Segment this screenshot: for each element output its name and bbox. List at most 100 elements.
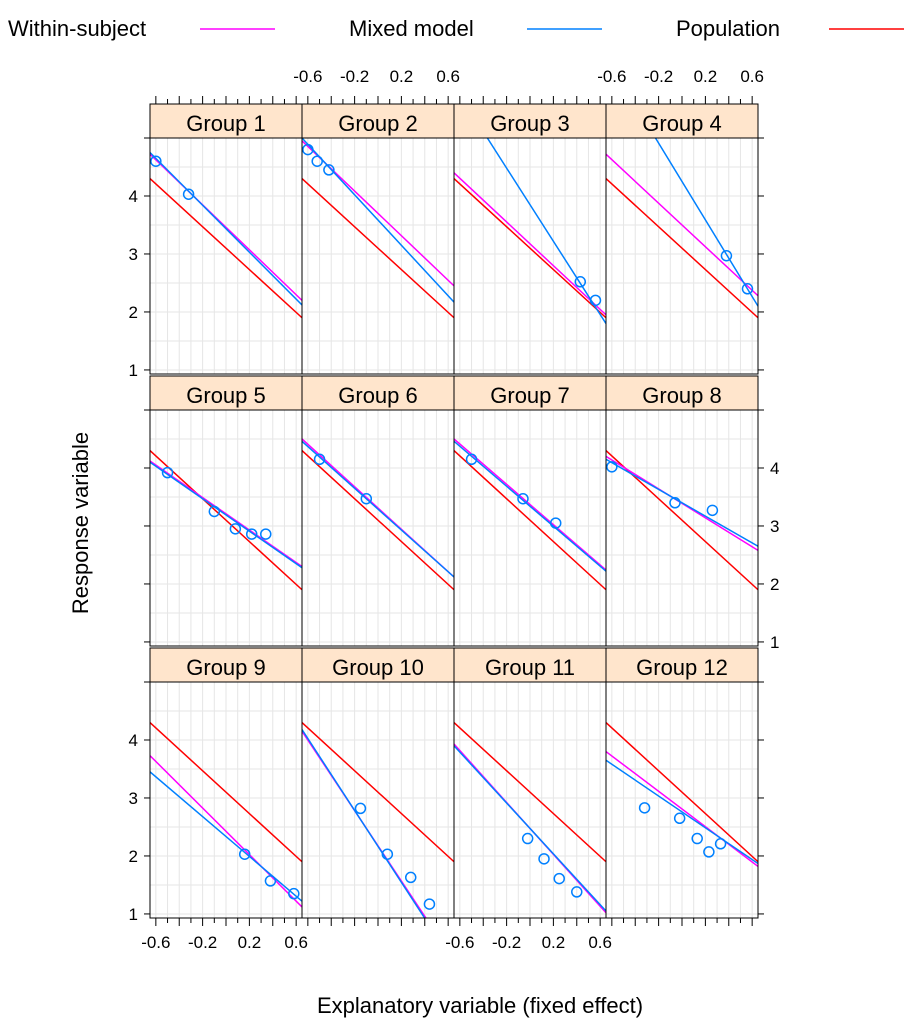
- y-tick-label: 3: [770, 517, 779, 536]
- panel-group-5: Group 5: [149, 375, 303, 647]
- strip-group-6: [301, 375, 455, 411]
- panel-group-1: Group 1: [149, 103, 303, 375]
- legend-item-mixed-model: Mixed model: [349, 16, 602, 41]
- strip-label-group-1: Group 1: [186, 111, 266, 136]
- data-point-group-8-1: [606, 461, 618, 473]
- strip-group-11: [453, 647, 607, 683]
- grid-group-10: [302, 682, 454, 918]
- lines-group-11: [454, 722, 606, 914]
- mixed-model-line-group-10: [302, 729, 426, 918]
- data-point-group-11-2: [538, 853, 550, 865]
- x-tick-label: -0.2: [644, 67, 673, 86]
- y-tick-label: 1: [129, 905, 138, 924]
- x-tick-label: 0.6: [436, 67, 460, 86]
- data-point-group-10-2: [381, 848, 394, 860]
- population-line-group-9: [150, 722, 302, 863]
- lines-group-6: [302, 438, 454, 591]
- population-line-group-11: [454, 722, 606, 863]
- data-point-group-11-4: [571, 886, 583, 898]
- panel-group-11: Group 11: [453, 647, 607, 919]
- lines-group-9: [150, 722, 302, 908]
- y-tick-label: 4: [129, 187, 138, 206]
- mixed-model-line-group-1: [150, 151, 302, 306]
- grid-group-3: [454, 138, 606, 374]
- data-point-group-3-1: [574, 276, 587, 288]
- panel-border-group-4: [605, 137, 759, 375]
- y-tick-label: 4: [129, 731, 138, 750]
- data-point-group-10-3: [404, 871, 417, 884]
- x-tick-label: 0.6: [284, 933, 308, 952]
- data-point-group-5-1: [161, 466, 174, 479]
- mixed-model-line-group-3: [486, 138, 606, 324]
- x-tick-label: -0.6: [293, 67, 322, 86]
- data-point-group-5-2: [208, 505, 221, 518]
- legend-label-population: Population: [676, 16, 780, 41]
- population-line-group-4: [606, 178, 758, 319]
- data-point-group-9-3: [288, 887, 300, 900]
- strip-label-group-7: Group 7: [490, 383, 570, 408]
- strip-label-group-9: Group 9: [186, 655, 266, 680]
- data-point-group-5-5: [260, 528, 272, 540]
- grid-group-5: [150, 410, 302, 646]
- data-point-group-10-1: [354, 802, 367, 815]
- strip-group-1: [149, 103, 303, 139]
- data-point-group-2-2: [311, 155, 323, 167]
- y-tick-label: 2: [129, 847, 138, 866]
- axes: 1 2 3 4 -0.6 -0.2 0.2 0.6 -0.6 -0.2 0.2 0.6 1 2 3 4 1 2 3 4…: [129, 67, 780, 952]
- legend-item-population: Population: [676, 16, 904, 41]
- data-point-group-11-1: [521, 832, 534, 845]
- data-point-group-12-3: [691, 832, 703, 845]
- population-line-group-6: [302, 450, 454, 591]
- mixed-model-line-group-5: [150, 461, 302, 569]
- panel-border-group-8: [605, 409, 759, 647]
- legend-item-within-subject: Within-subject: [8, 16, 275, 41]
- data-point-group-1-1: [150, 155, 162, 167]
- data-point-group-4-1: [720, 249, 733, 262]
- grid-group-8: [606, 410, 758, 646]
- data-point-group-9-2: [264, 875, 277, 887]
- grid-group-1: [150, 138, 302, 374]
- lines-group-12: [606, 722, 758, 867]
- legend-label-mixed-model: Mixed model: [349, 16, 474, 41]
- data-point-group-12-4: [703, 846, 715, 858]
- data-point-group-7-3: [549, 517, 562, 529]
- strip-label-group-11: Group 11: [485, 655, 575, 680]
- within-subject-line-group-4: [606, 153, 758, 297]
- strip-label-group-4: Group 4: [642, 111, 722, 136]
- grid-group-2: [302, 138, 454, 374]
- grid-group-4: [606, 138, 758, 374]
- within-subject-line-group-5: [150, 460, 302, 568]
- within-subject-line-group-9: [150, 755, 302, 908]
- data-point-group-11-3: [553, 872, 565, 885]
- y-tick-label: 2: [129, 303, 138, 322]
- data-point-group-12-1: [638, 802, 651, 814]
- mixed-model-line-group-11: [454, 745, 606, 912]
- panel-group-3: Group 3: [453, 103, 607, 375]
- panel-group-4: Group 4: [605, 103, 759, 375]
- strip-group-5: [149, 375, 303, 411]
- strip-label-group-5: Group 5: [186, 383, 266, 408]
- grid-group-12: [606, 682, 758, 918]
- x-tick-label: -0.2: [340, 67, 369, 86]
- strip-label-group-6: Group 6: [338, 383, 418, 408]
- panel-group-8: Group 8: [605, 375, 759, 647]
- data-point-group-8-2: [669, 497, 681, 509]
- x-tick-label: 0.2: [238, 933, 262, 952]
- grid-group-7: [454, 410, 606, 646]
- data-point-group-4-2: [741, 283, 754, 295]
- lines-group-1: [150, 151, 302, 319]
- within-subject-line-group-7: [454, 438, 606, 571]
- x-axis-title: Explanatory variable (fixed effect): [317, 993, 643, 1018]
- data-point-group-2-1: [302, 143, 314, 156]
- strip-group-4: [605, 103, 759, 139]
- y-tick-label: 1: [129, 361, 138, 380]
- x-tick-label: 0.6: [588, 933, 612, 952]
- strip-group-9: [149, 647, 303, 683]
- x-tick-label: -0.2: [492, 933, 521, 952]
- y-tick-label: 3: [129, 245, 138, 264]
- data-point-group-6-2: [360, 492, 373, 505]
- within-subject-line-group-3: [454, 172, 606, 316]
- lines-group-10: [302, 722, 454, 918]
- strip-label-group-2: Group 2: [338, 111, 418, 136]
- y-tick-label: 2: [770, 575, 779, 594]
